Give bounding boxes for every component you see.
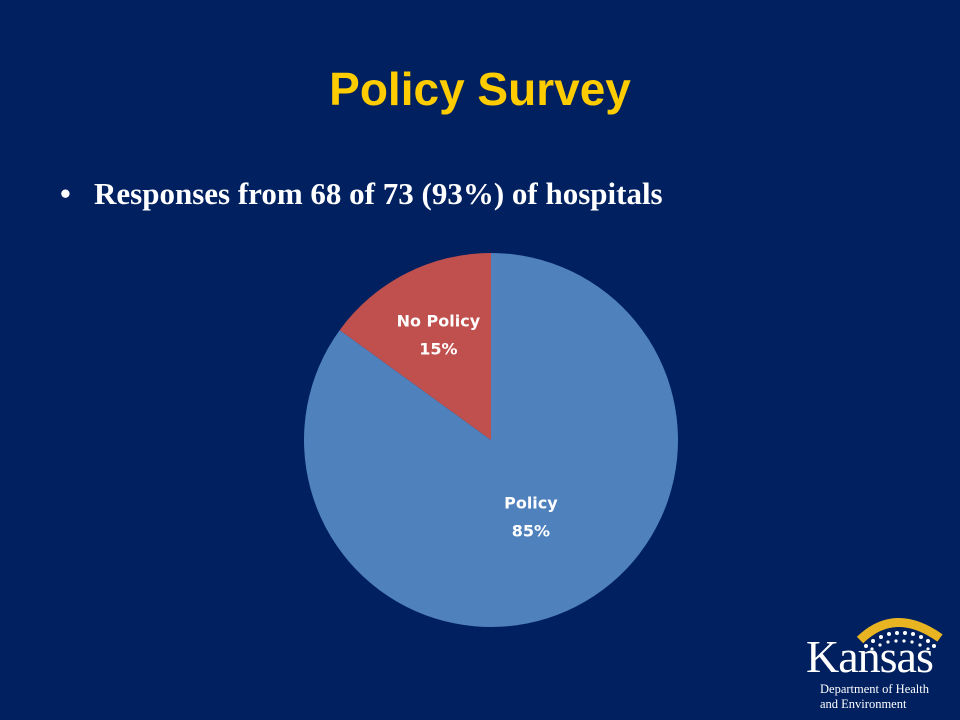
bullet-item: • Responses from 68 of 73 (93%) of hospi… — [60, 176, 920, 212]
slice-value-policy: 85% — [512, 521, 550, 540]
logo-subtitle-line2: and Environment — [820, 697, 907, 711]
bullet-text: Responses from 68 of 73 (93%) of hospita… — [94, 176, 663, 211]
pie-slice-no-policy — [339, 253, 491, 440]
kdhe-logo: Kansas Department of Health and Environm… — [800, 610, 950, 715]
bullet-dot-icon: • — [60, 176, 71, 211]
slice-label-no-policy: No Policy — [397, 312, 481, 331]
slice-value-no-policy: 15% — [419, 340, 457, 359]
logo-subtitle-line1: Department of Health — [820, 682, 929, 696]
slide-title: Policy Survey — [329, 63, 631, 115]
slice-label-policy: Policy — [504, 493, 558, 512]
logo-wordmark: Kansas — [806, 631, 934, 682]
logo-arc-icon — [856, 618, 943, 650]
